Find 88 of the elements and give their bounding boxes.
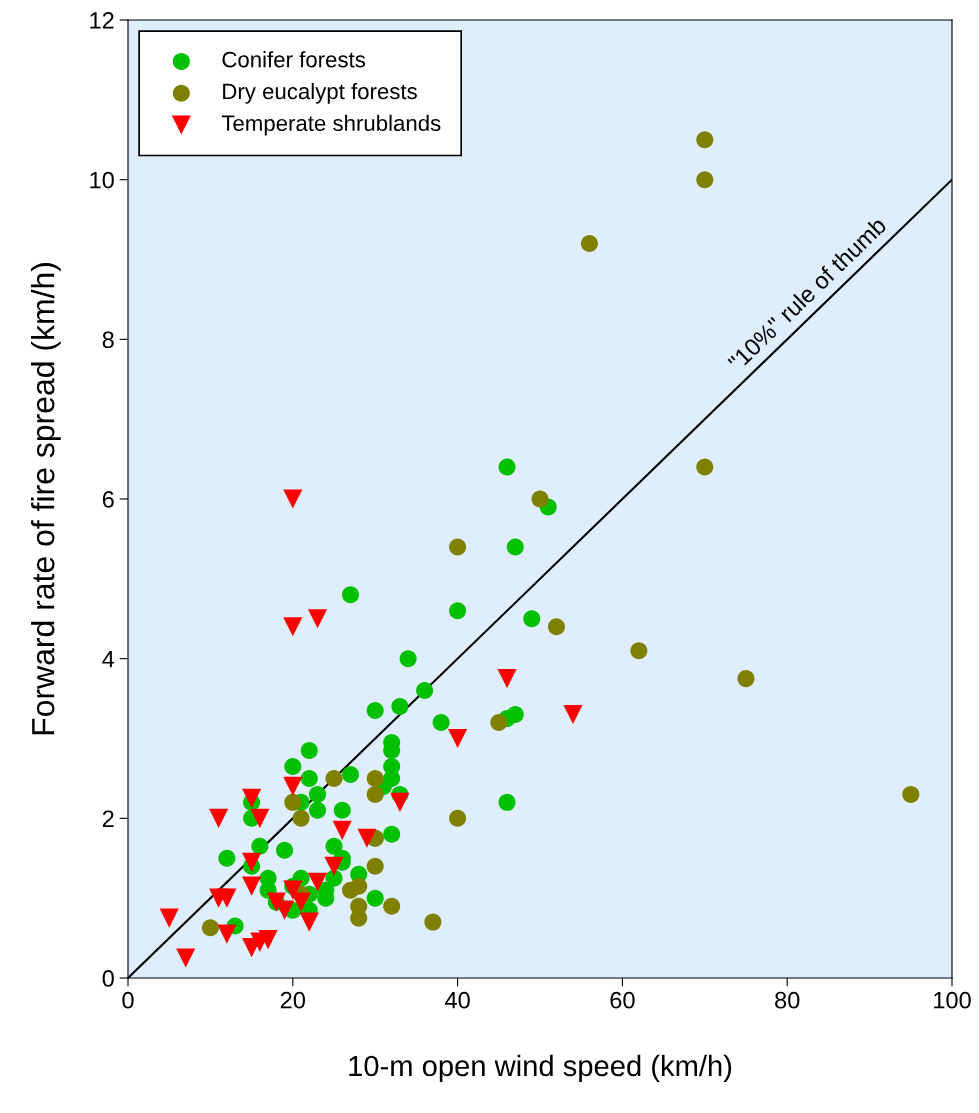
point [159, 908, 179, 928]
point [291, 892, 311, 912]
point [276, 841, 294, 859]
point [209, 808, 229, 828]
point [448, 728, 468, 749]
point [341, 765, 359, 783]
y-tick-label: 6 [102, 491, 114, 508]
point [696, 171, 714, 189]
point [390, 792, 410, 812]
point [497, 669, 517, 689]
point [696, 131, 714, 149]
point [449, 602, 467, 620]
point [325, 837, 343, 855]
point [325, 769, 343, 787]
point [399, 650, 417, 668]
point [309, 785, 327, 803]
point [242, 788, 262, 808]
point [283, 489, 303, 509]
point [176, 948, 196, 968]
point [580, 235, 598, 253]
point [737, 670, 755, 688]
point [498, 458, 516, 476]
point [449, 809, 467, 827]
point [300, 741, 318, 759]
point [324, 856, 344, 876]
legend-label: Temperate shrublands [221, 114, 441, 136]
point [366, 785, 384, 803]
point [292, 809, 310, 827]
point [217, 888, 237, 908]
x-tick-label: 100 [934, 991, 971, 1009]
point [217, 924, 237, 944]
point [424, 913, 442, 931]
x-tick-label: 80 [775, 991, 800, 1009]
point [547, 618, 565, 636]
point [242, 876, 262, 896]
point [696, 458, 714, 476]
point [366, 857, 384, 875]
point [333, 801, 351, 819]
point [366, 702, 384, 720]
point [357, 828, 377, 848]
x-tick-label: 0 [122, 991, 134, 1009]
point [284, 757, 302, 775]
x-tick-label: 40 [445, 991, 470, 1009]
point [309, 801, 327, 819]
y-tick-label: 10 [90, 171, 114, 189]
point [307, 872, 328, 892]
point [498, 793, 516, 811]
point [366, 889, 384, 907]
point [283, 776, 303, 796]
point [531, 490, 549, 508]
legend-label: Conifer forests [222, 51, 366, 68]
point [258, 930, 278, 950]
point [341, 881, 359, 899]
point [902, 785, 920, 803]
point [563, 704, 583, 725]
y-tick-label: 4 [102, 650, 115, 668]
point [383, 897, 401, 915]
point [250, 808, 270, 828]
point [284, 793, 302, 811]
point [523, 610, 541, 628]
point [506, 538, 524, 556]
point [630, 642, 648, 660]
point [341, 586, 359, 604]
x-tick-label: 20 [280, 991, 306, 1009]
point [251, 837, 269, 855]
point [416, 682, 434, 700]
y-tick-label: 2 [102, 810, 114, 827]
point [299, 912, 319, 932]
x-tick-label: 60 [610, 991, 635, 1009]
point [242, 852, 262, 872]
x-axis-title: 10-m open wind speed (km/h) [349, 1054, 732, 1083]
point [391, 698, 409, 716]
point [449, 538, 467, 556]
point [432, 714, 450, 732]
point [218, 849, 236, 867]
point [201, 919, 219, 937]
y-tick-label: 0 [102, 970, 114, 987]
point [307, 609, 328, 629]
point [300, 769, 318, 787]
point [366, 769, 384, 787]
legend-label: Dry eucalypt forests [223, 82, 417, 104]
y-tick-label: 8 [102, 331, 114, 349]
point [490, 714, 508, 732]
point [283, 617, 303, 637]
point [332, 820, 352, 840]
y-axis-title: Forward rate of fire spread (km/h) [30, 263, 61, 735]
y-tick-label: 12 [90, 12, 114, 29]
point [383, 825, 401, 843]
